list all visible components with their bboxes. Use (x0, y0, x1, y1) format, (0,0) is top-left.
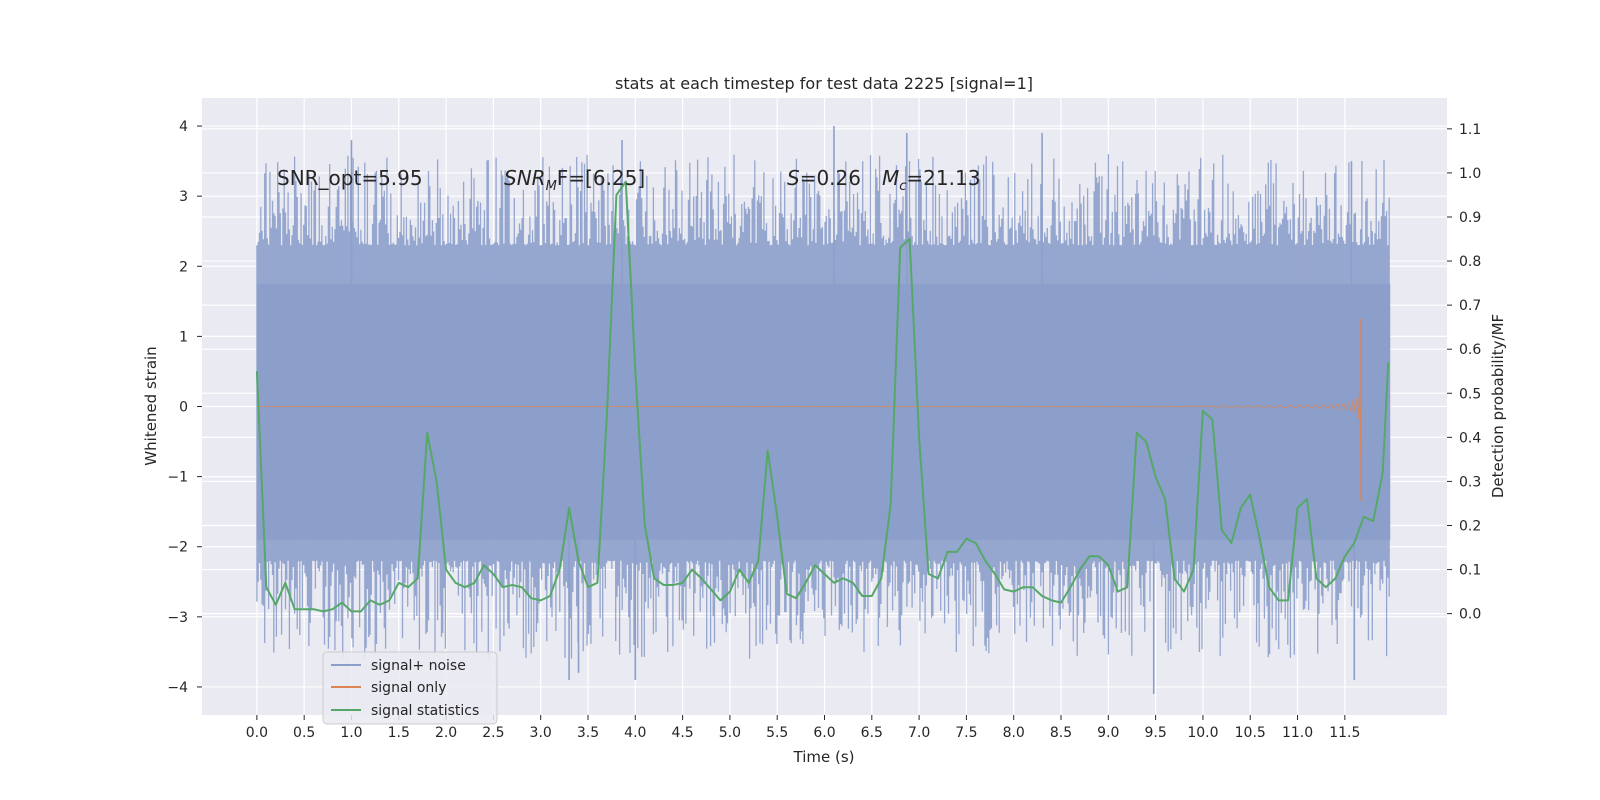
x-tick-label: 4.5 (671, 725, 693, 741)
y-axis-label-left: Whitened strain (142, 346, 160, 465)
annotations: SNR_opt=5.95 SNRMF=[6.25] S=0.26 Mc=21.1… (277, 166, 980, 194)
signal-only-trace (256, 392, 1362, 458)
x-tick-label: 6.0 (813, 725, 835, 741)
x-tick-label: 11.5 (1329, 725, 1360, 741)
legend-box (322, 651, 498, 725)
x-axis-label: Time (s) (793, 748, 855, 766)
annotation-s: S=0.26 (787, 166, 861, 190)
y-left-tick-label: −3 (167, 610, 188, 626)
legend-label-signal-statistics: signal statistics (371, 703, 479, 719)
chart-title: stats at each timestep for test data 222… (615, 74, 1033, 93)
y-left-tick-label: 4 (179, 119, 188, 135)
x-tick-label: 2.5 (482, 725, 504, 741)
signal-noise-series (256, 126, 1391, 694)
y-right-tick-label: 0.0 (1459, 607, 1481, 623)
y-right-tick-label: 0.6 (1459, 342, 1481, 358)
signal-statistics-line (255, 180, 1390, 613)
x-tick-label: 3.5 (577, 725, 599, 741)
x-tick-label: 9.5 (1144, 725, 1166, 741)
y-left-tick-label: 1 (179, 329, 188, 345)
x-tick-label: 5.0 (719, 725, 741, 741)
x-tick-label: 1.0 (340, 725, 362, 741)
x-tick-label: 2.0 (435, 725, 457, 741)
annotation-snr-opt: SNR_opt=5.95 (277, 166, 423, 190)
y-right-tick-label: 0.2 (1459, 518, 1481, 534)
legend: signal+ noise signal only signal statist… (322, 651, 498, 725)
y-right-tick-label: 0.5 (1459, 386, 1481, 402)
x-tick-label: 9.0 (1097, 725, 1119, 741)
x-tick-label: 5.5 (766, 725, 788, 741)
annotation-snr-mf: SNRMF=[6.25] (504, 166, 645, 194)
signal-noise-core (256, 283, 1391, 540)
signal-statistics-series (255, 180, 1390, 613)
y-left-tick-label: −1 (167, 470, 188, 486)
y-left-tick-label: −4 (167, 680, 188, 696)
y-right-tick-label: 0.3 (1459, 474, 1481, 490)
legend-label-signal-noise: signal+ noise (371, 658, 466, 674)
x-tick-label: 0.0 (246, 725, 268, 741)
x-tick-label: 0.5 (293, 725, 315, 741)
x-tick-label: 1.5 (388, 725, 410, 741)
legend-label-signal-only: signal only (371, 680, 446, 696)
y-left-tick-label: 2 (179, 259, 188, 275)
y-right-tick-label: 0.1 (1459, 563, 1481, 579)
y-right-tick-label: 0.7 (1459, 298, 1481, 314)
y-right-tick-label: 1.1 (1459, 122, 1481, 138)
annotation-mc: Mc=21.13 (882, 166, 980, 194)
y-axis-label-right: Detection probability/MF (1489, 314, 1507, 498)
x-tick-label: 4.0 (624, 725, 646, 741)
y-right-tick-label: 0.8 (1459, 254, 1481, 270)
y-right-tick-label: 0.9 (1459, 210, 1481, 226)
x-tick-label: 7.0 (908, 725, 930, 741)
x-tick-label: 10.0 (1187, 725, 1218, 741)
x-tick-label: 8.5 (1050, 725, 1072, 741)
signal-only-series (256, 318, 1362, 502)
x-tick-label: 11.0 (1282, 725, 1313, 741)
y-right-tick-label: 0.4 (1459, 430, 1481, 446)
x-tick-label: 3.0 (530, 725, 552, 741)
y-right-tick-label: 1.0 (1459, 166, 1481, 182)
y-left-tick-label: −2 (167, 540, 188, 556)
tick-labels: 0.0 0.5 1.0 1.5 2.0 2.5 3.0 3.5 4.0 4.5 5.0 5.5 6.0 6… (167, 119, 1481, 741)
y-left-tick-label: 3 (179, 189, 188, 205)
x-tick-label: 6.5 (861, 725, 883, 741)
x-tick-label: 8.0 (1003, 725, 1025, 741)
x-tick-label: 7.5 (955, 725, 977, 741)
y-left-tick-label: 0 (179, 400, 188, 416)
x-tick-label: 10.5 (1235, 725, 1266, 741)
